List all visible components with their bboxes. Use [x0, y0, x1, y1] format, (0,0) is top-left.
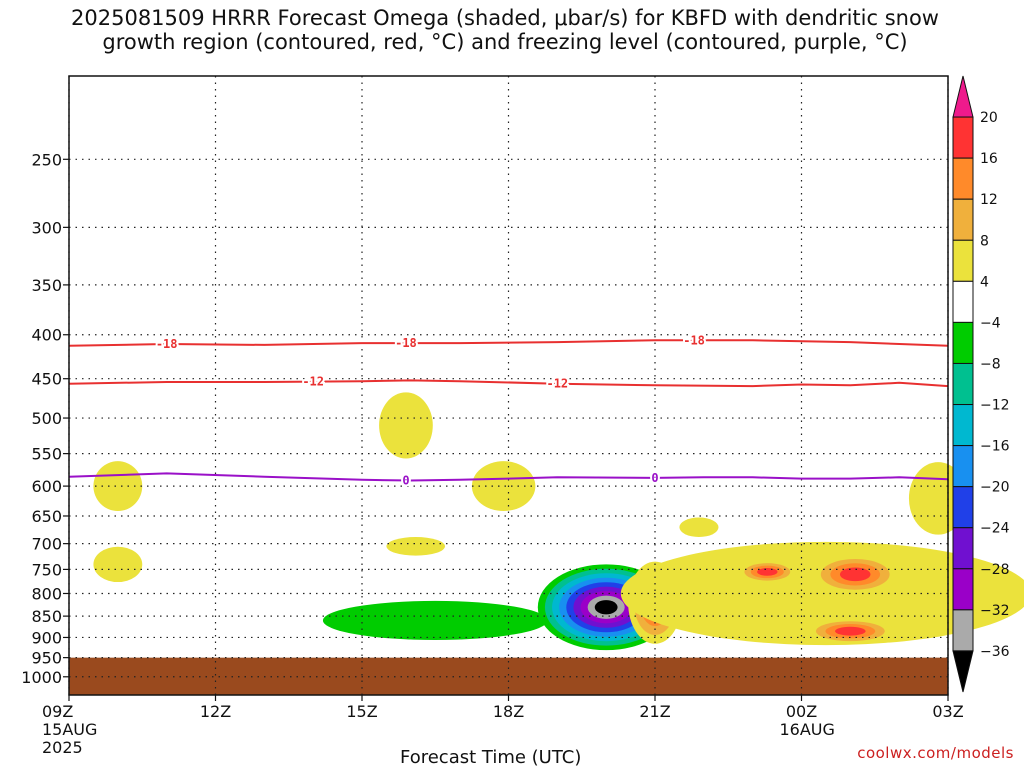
- x-axis-label: Forecast Time (UTC): [400, 747, 582, 768]
- y-tick-label: 500: [31, 409, 62, 428]
- contour-label: -18: [395, 336, 417, 350]
- chart-title-line-1: 2025081509 HRRR Forecast Omega (shaded, …: [71, 6, 939, 30]
- colorbar-bin: [952, 445, 974, 488]
- contour-line-minus18: [68, 339, 949, 347]
- colorbar-label: −20: [980, 480, 1010, 496]
- y-tick-label: 600: [31, 477, 62, 496]
- colorbar-label: −12: [980, 398, 1010, 414]
- colorbar-bin: [952, 404, 974, 447]
- omega-shaded-region: [811, 554, 900, 595]
- contour-label: -12: [302, 375, 324, 389]
- omega-contour-fill: [620, 541, 1024, 646]
- y-tick-label: 800: [31, 584, 62, 603]
- colorbar-label: 12: [980, 192, 998, 208]
- colorbar-bin: [952, 362, 974, 406]
- omega-contour-fill: [322, 600, 548, 641]
- chart-title-line-2: growth region (contoured, red, °C) and f…: [102, 30, 908, 54]
- x-tick-label: 03Z: [932, 702, 963, 721]
- colorbar-label: 20: [980, 110, 998, 126]
- omega-contour-fill: [93, 546, 143, 583]
- y-tick-label: 650: [31, 507, 62, 526]
- colorbar-label: −36: [980, 644, 1010, 660]
- colorbar-bin: [952, 650, 974, 693]
- y-tick-label: 300: [31, 218, 62, 237]
- omega-shaded-region: [471, 461, 536, 512]
- x-tick-sublabel: 15AUG: [42, 720, 97, 739]
- y-tick-label: 700: [31, 535, 62, 554]
- colorbar-bin: [952, 527, 974, 570]
- contour-label: -18: [156, 337, 178, 351]
- omega-contour-fill: [594, 600, 618, 615]
- colorbar-label: 16: [980, 151, 998, 167]
- y-tick-label: 850: [31, 607, 62, 626]
- omega-shaded-region: [379, 392, 433, 459]
- omega-shaded-region: [93, 546, 143, 583]
- x-tick-label: 15Z: [346, 702, 377, 721]
- omega-shaded-region: [386, 537, 446, 556]
- y-tick-label: 450: [31, 370, 62, 389]
- colorbar-bin: [952, 198, 974, 241]
- x-tick-label: 09Z: [42, 702, 73, 721]
- credit-link[interactable]: coolwx.com/models: [857, 744, 1014, 762]
- contour-label: 0: [651, 471, 658, 485]
- x-tick-label: 12Z: [200, 702, 231, 721]
- colorbar-label: −32: [980, 603, 1010, 619]
- colorbar-bin: [952, 239, 974, 282]
- colorbar-bin: [952, 568, 974, 611]
- omega-contour-fill: [757, 568, 778, 576]
- y-tick-label: 550: [31, 445, 62, 464]
- y-tick-label: 250: [31, 150, 62, 169]
- colorbar-bin: [952, 157, 974, 200]
- omega-shaded-region: [322, 600, 548, 641]
- colorbar-label: −16: [980, 439, 1010, 455]
- omega-contour-fill: [471, 461, 536, 512]
- y-tick-label: 900: [31, 628, 62, 647]
- y-tick-label: 750: [31, 560, 62, 579]
- x-tick-label: 21Z: [639, 702, 670, 721]
- omega-contour-fill: [386, 537, 446, 556]
- x-tick-label: 00Z: [786, 702, 817, 721]
- colorbar-bin: [952, 280, 974, 323]
- colorbar-label: −8: [980, 356, 1001, 372]
- colorbar-bin: [952, 486, 974, 529]
- omega-contour-fill: [379, 392, 433, 459]
- colorbar: 20 16 12 8 4 −4 −8 −12 −16 −20 −24 −28 −32 −36: [952, 75, 1010, 693]
- colorbar-bin: [952, 75, 974, 118]
- omega-shaded-region: [806, 618, 895, 644]
- below-ground-region: [69, 657, 948, 695]
- contour-line-0: [68, 472, 949, 482]
- y-tick-label: 350: [31, 276, 62, 295]
- colorbar-bin: [952, 321, 974, 364]
- colorbar-label: 8: [980, 233, 989, 249]
- chart-title: 2025081509 HRRR Forecast Omega (shaded, …: [0, 6, 1010, 54]
- x-tick-sublabel: 2025: [42, 738, 83, 757]
- x-tick-label: 18Z: [493, 702, 524, 721]
- omega-contour-fill: [839, 567, 871, 582]
- y-tick-label: 400: [31, 326, 62, 345]
- colorbar-bin: [952, 609, 974, 652]
- y-tick-label: 1000: [21, 668, 62, 687]
- colorbar-label: −24: [980, 521, 1010, 537]
- omega-contour-fill: [835, 626, 866, 636]
- contour-label: -18: [683, 333, 705, 347]
- colorbar-label: −4: [980, 315, 1001, 331]
- x-tick-sublabel: 16AUG: [780, 720, 835, 739]
- colorbar-label: 4: [980, 274, 989, 290]
- omega-contour-fill: [679, 517, 719, 538]
- colorbar-bin: [952, 116, 974, 159]
- omega-shaded-region: [738, 560, 797, 584]
- omega-shaded-region: [620, 541, 1024, 646]
- contour-label: 0: [402, 473, 409, 487]
- y-tick-label: 950: [31, 649, 62, 668]
- omega-shaded-region: [679, 517, 719, 538]
- contour-line-minus12: [68, 379, 949, 388]
- colorbar-label: −28: [980, 562, 1010, 578]
- contour-label: -12: [546, 377, 568, 391]
